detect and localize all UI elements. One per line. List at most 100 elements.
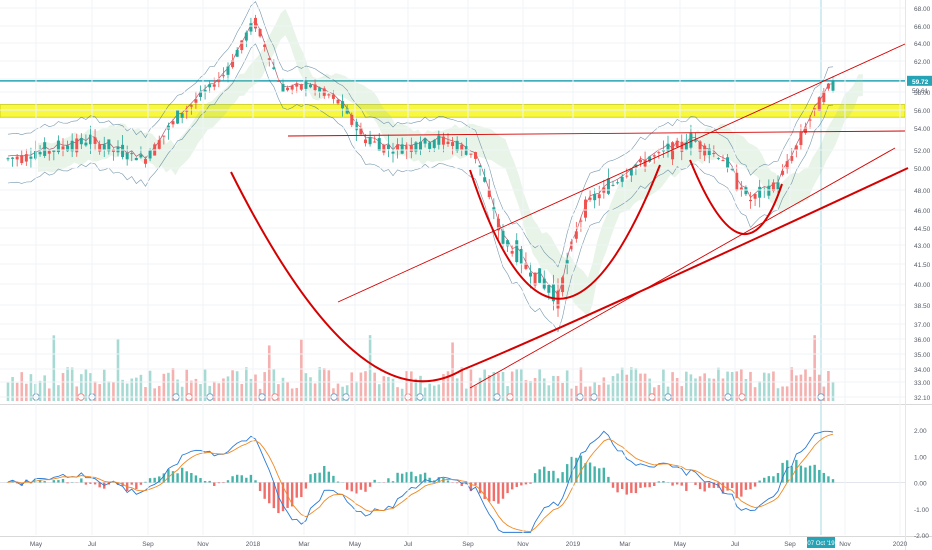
histogram-bar bbox=[359, 482, 363, 490]
volume-bar bbox=[419, 375, 422, 401]
volume-bar bbox=[744, 378, 748, 401]
candle-body bbox=[345, 108, 349, 114]
volume-bar bbox=[817, 374, 821, 401]
neckline bbox=[287, 130, 906, 137]
candle-body bbox=[20, 155, 24, 164]
histogram-bar bbox=[20, 482, 23, 486]
candle-body bbox=[794, 145, 798, 151]
candle-body bbox=[171, 121, 175, 125]
histogram-bar bbox=[653, 482, 656, 486]
candle-body bbox=[666, 143, 670, 152]
volume-bar bbox=[52, 335, 56, 401]
volume-bar bbox=[281, 377, 285, 401]
histogram-bar bbox=[565, 464, 569, 483]
volume-bar bbox=[199, 384, 202, 401]
axis-border bbox=[905, 0, 906, 550]
candle-body bbox=[744, 187, 748, 195]
candle-body bbox=[162, 135, 166, 137]
histogram-bar bbox=[831, 479, 835, 483]
candle-body bbox=[121, 144, 125, 158]
candle-body bbox=[98, 144, 102, 152]
candle-body bbox=[249, 23, 253, 32]
candle-body bbox=[203, 89, 207, 92]
histogram-bar bbox=[497, 482, 500, 504]
volume-bar bbox=[267, 345, 271, 401]
volume-bar bbox=[671, 372, 674, 401]
volume-bar bbox=[231, 370, 234, 401]
volume-bar bbox=[524, 380, 528, 401]
candle-body bbox=[364, 139, 367, 144]
volume-bar bbox=[721, 378, 725, 401]
candle-body bbox=[295, 84, 299, 87]
volume-bar bbox=[20, 372, 24, 401]
y-tick-label: 34.00 bbox=[914, 367, 931, 374]
candle-body bbox=[409, 145, 413, 152]
volume-bar bbox=[263, 372, 266, 401]
candle-body bbox=[327, 94, 331, 96]
upper-band-line bbox=[7, 1, 834, 268]
volume-bar bbox=[465, 388, 468, 401]
volume-bar bbox=[533, 377, 537, 401]
volume-bar bbox=[579, 367, 583, 401]
volume-bar bbox=[785, 386, 789, 401]
candle-body bbox=[606, 178, 610, 194]
candle-body bbox=[254, 17, 257, 29]
volume-bar bbox=[639, 373, 642, 401]
volume-bar bbox=[758, 381, 761, 401]
volume-bar bbox=[61, 373, 65, 401]
volume-bar bbox=[235, 371, 239, 401]
volume-bar bbox=[808, 376, 812, 401]
histogram-bar bbox=[721, 482, 725, 494]
volume-bar bbox=[565, 370, 569, 401]
volume-bar bbox=[300, 339, 303, 401]
y-tick-label: 52.00 bbox=[914, 148, 931, 155]
candle-body bbox=[281, 84, 285, 92]
pattern-overlays bbox=[230, 43, 909, 389]
volume-bar bbox=[116, 338, 120, 401]
cursor-date-box bbox=[807, 537, 835, 548]
volume-bar bbox=[552, 375, 555, 401]
candle-body bbox=[565, 260, 569, 264]
candle-body bbox=[753, 193, 757, 199]
volume-bar bbox=[194, 378, 198, 401]
volume-bar bbox=[799, 374, 803, 401]
volume-bar bbox=[575, 385, 578, 401]
candle-body bbox=[15, 156, 19, 160]
candle-body bbox=[276, 80, 280, 82]
histogram-bar bbox=[698, 482, 702, 490]
histogram-bar bbox=[235, 474, 239, 483]
volume-bar bbox=[813, 335, 816, 401]
histogram-bar bbox=[249, 474, 253, 483]
y-tick-label: 66.00 bbox=[914, 24, 931, 31]
histogram-bar bbox=[524, 482, 528, 485]
histogram-bar bbox=[790, 466, 793, 483]
histogram-bar bbox=[226, 480, 230, 483]
histogram-bar bbox=[740, 482, 743, 497]
candle-body bbox=[6, 158, 10, 160]
histogram-bar bbox=[203, 480, 207, 483]
histogram-bar bbox=[538, 469, 541, 483]
candle-body bbox=[56, 140, 60, 153]
histogram-bar bbox=[488, 482, 491, 502]
volume-bar bbox=[712, 378, 716, 401]
candle-body bbox=[588, 197, 592, 200]
volume-bar bbox=[157, 385, 161, 401]
histogram-bar bbox=[208, 480, 211, 483]
signal-line bbox=[7, 433, 834, 533]
osc-tick-label: 1.00 bbox=[914, 454, 927, 461]
cursor-date-label: 07 Oct '19 bbox=[807, 541, 835, 547]
candle-body bbox=[299, 84, 303, 90]
volume-bar bbox=[25, 383, 28, 401]
histogram-bar bbox=[813, 464, 816, 483]
histogram-bar bbox=[694, 482, 697, 485]
candle-body bbox=[240, 40, 244, 51]
histogram-bar bbox=[703, 482, 706, 492]
histogram-bar bbox=[680, 482, 683, 486]
histogram-bar bbox=[190, 472, 193, 483]
candle-body bbox=[11, 157, 15, 159]
volume-bar bbox=[153, 388, 156, 401]
candle-body bbox=[579, 220, 583, 222]
histogram-bar bbox=[785, 460, 789, 483]
x-tick-label: Jul bbox=[404, 541, 413, 548]
